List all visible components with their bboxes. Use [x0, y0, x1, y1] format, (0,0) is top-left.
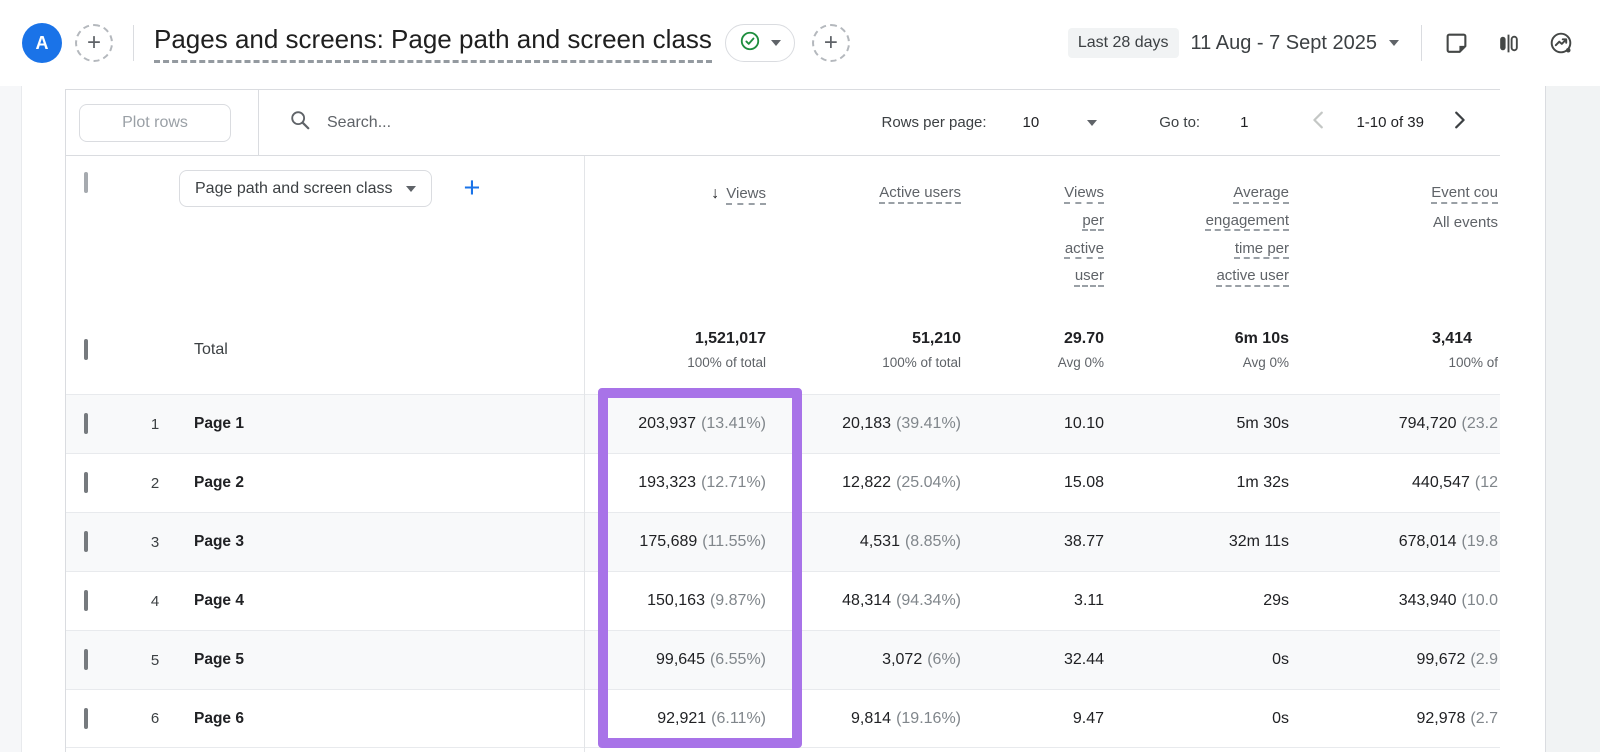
page-name: Page 2	[194, 474, 244, 491]
column-divider	[584, 156, 585, 752]
row-number: 3	[150, 533, 160, 551]
page-name: Page 6	[194, 709, 244, 727]
share-report-icon[interactable]	[1444, 31, 1469, 56]
table-row[interactable]: 4 Page 4 150,163 (9.87%) 48,314 (94.34%) 3…	[66, 571, 1500, 630]
plot-rows-button[interactable]: Plot rows	[79, 103, 231, 142]
rows-per-page-label: Rows per page:	[881, 114, 987, 131]
insights-icon[interactable]	[1548, 30, 1574, 56]
total-label: Total	[194, 341, 228, 358]
row-number: 6	[150, 710, 160, 727]
date-preset-chip: Last 28 days	[1067, 28, 1179, 58]
next-page-icon[interactable]	[1448, 109, 1470, 136]
total-avg-engagement: 6m 10s	[1234, 330, 1289, 347]
row-number: 4	[150, 592, 160, 610]
report-status-pill[interactable]	[724, 24, 795, 62]
search-input[interactable]: Search...	[289, 109, 391, 136]
goto-page-input[interactable]: 1	[1240, 114, 1249, 131]
table-toolbar: Plot rows Search... Rows per page: 10 Go…	[66, 90, 1500, 156]
table-row[interactable]: 6 Page 6 92,921 (6.11%) 9,814 (19.16%) 9.4…	[66, 689, 1500, 748]
page-name: Page 5	[194, 651, 244, 668]
sort-desc-icon: ↓	[711, 185, 720, 202]
date-range[interactable]: 11 Aug - 7 Sept 2025	[1190, 31, 1377, 54]
table-header-row: Page path and screen class + ↓ Views Acti…	[66, 156, 1500, 306]
page-title[interactable]: Pages and screens: Page path and screen …	[154, 24, 712, 63]
divider	[133, 25, 134, 61]
row-checkbox[interactable]	[84, 531, 88, 552]
divider	[1421, 25, 1422, 61]
table-row[interactable]: 5 Page 5 99,645 (6.55%) 3,072 (6%) 32.44 0…	[66, 630, 1500, 689]
page-name: Page 4	[194, 592, 244, 609]
row-number: 2	[150, 474, 160, 492]
check-circle-icon	[739, 30, 761, 57]
row-number: 1	[150, 415, 160, 433]
page-name: Page 1	[194, 415, 244, 432]
row-checkbox[interactable]	[84, 413, 88, 434]
avatar[interactable]: A	[22, 23, 62, 63]
search-placeholder: Search...	[327, 113, 392, 131]
row-checkbox[interactable]	[84, 649, 88, 670]
row-checkbox[interactable]	[84, 590, 88, 611]
table-row[interactable]: 2 Page 2 193,323 (12.71%) 12,822 (25.04%) …	[66, 453, 1500, 512]
column-header-views-per-user[interactable]: Views per active user	[1064, 184, 1104, 285]
date-chevron-down-icon[interactable]	[1389, 40, 1399, 46]
event-count-filter: All events	[1432, 213, 1498, 231]
rows-per-page-chevron-icon[interactable]	[1087, 119, 1098, 126]
goto-label: Go to:	[1159, 114, 1201, 131]
total-views: 1,521,017	[694, 330, 766, 347]
report-table-card: Plot rows Search... Rows per page: 10 Go…	[65, 89, 1500, 752]
table-row[interactable]: 1 Page 1 203,937 (13.41%) 20,183 (39.41%) …	[66, 394, 1500, 453]
total-views-per-user: 29.70	[1063, 330, 1104, 347]
select-all-checkbox[interactable]	[84, 172, 88, 193]
chevron-down-icon	[770, 40, 781, 46]
search-icon	[289, 109, 311, 136]
top-bar: A + Pages and screens: Page path and scr…	[0, 0, 1600, 86]
left-gutter	[0, 86, 22, 752]
prev-page-icon[interactable]	[1308, 109, 1330, 136]
row-number: 5	[150, 651, 160, 669]
add-comparison-button[interactable]: +	[75, 24, 113, 62]
dimension-selector[interactable]: Page path and screen class	[179, 170, 433, 207]
rows-per-page-value[interactable]: 10	[1022, 114, 1040, 131]
dimension-label: Page path and screen class	[195, 179, 393, 197]
divider	[258, 90, 259, 156]
right-gutter	[1545, 86, 1600, 752]
column-header-views[interactable]: ↓ Views	[584, 156, 801, 209]
total-event-count: 3,414	[1431, 330, 1472, 347]
chevron-down-icon	[406, 185, 417, 192]
comparison-icon[interactable]	[1496, 31, 1521, 56]
column-header-event-count[interactable]: Event cou All events	[1304, 156, 1500, 237]
add-dimension-button[interactable]: +	[463, 172, 481, 204]
column-header-active-users[interactable]: Active users	[879, 184, 961, 201]
page-name: Page 3	[194, 533, 244, 550]
row-checkbox[interactable]	[84, 472, 88, 493]
column-header-avg-engagement[interactable]: Average engagement time per active user	[1205, 184, 1289, 285]
total-row: Total 1,521,017 100% of total 51,210 100% …	[66, 306, 1500, 394]
add-report-button[interactable]: +	[811, 24, 850, 62]
total-active-users: 51,210	[912, 330, 961, 347]
total-checkbox[interactable]	[84, 339, 88, 360]
pagination-range: 1-10 of 39	[1356, 114, 1424, 131]
table-row[interactable]: 3 Page 3 175,689 (11.55%) 4,531 (8.85%) 38…	[66, 512, 1500, 571]
row-checkbox[interactable]	[84, 707, 88, 729]
